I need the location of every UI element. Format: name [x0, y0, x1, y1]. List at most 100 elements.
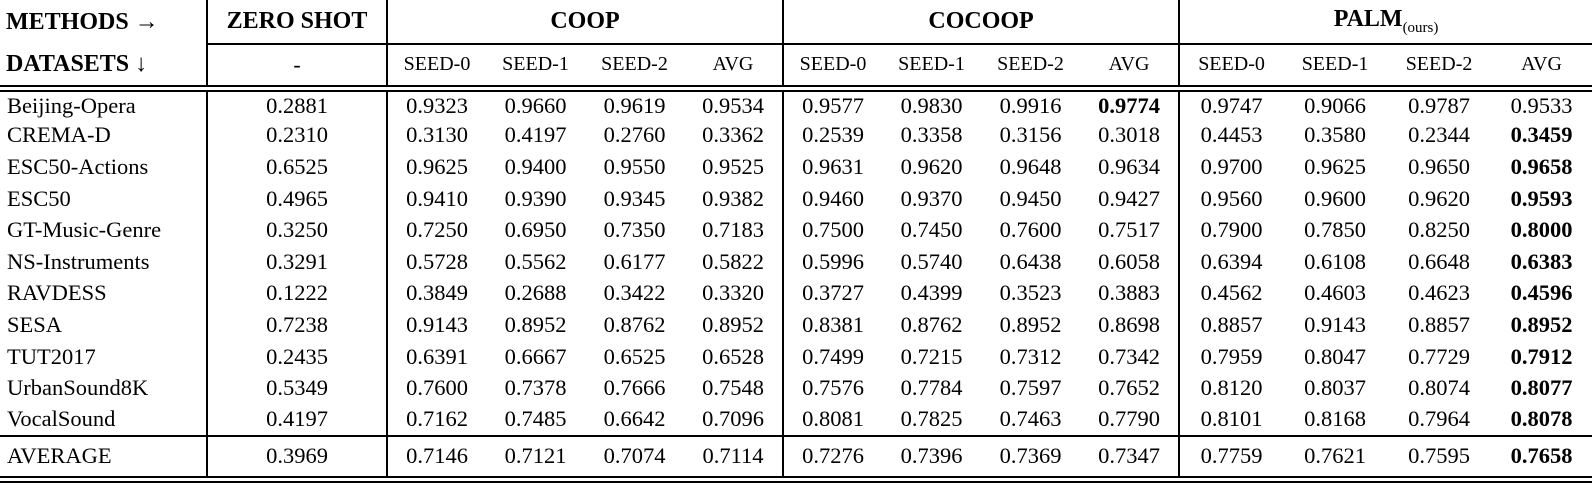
- coop-seed-2-value: 0.7074: [585, 434, 684, 484]
- palm-seed-0-header: SEED-0: [1179, 44, 1284, 92]
- coop-avg-value: 0.9525: [684, 151, 785, 183]
- palm-seed-2-value: 0.7964: [1408, 406, 1470, 432]
- dataset-name: NS-Instruments: [0, 245, 208, 278]
- table-row: SESA 0.7238 0.9143 0.8952 0.8762 0.8952 0.8381…: [0, 309, 1592, 341]
- palm-avg-value: 0.8077: [1510, 375, 1573, 401]
- cocoop-seed-0-value: 0.2539: [802, 122, 864, 148]
- palm-seed-1-value: 0.9625: [1304, 153, 1366, 179]
- palm-seed-0-value: 0.8120: [1200, 375, 1263, 401]
- cocoop-avg-value: 0.9634: [1080, 151, 1181, 183]
- zero-shot-value: 0.3250: [207, 214, 388, 246]
- cocoop-avg-value: 0.7517: [1080, 214, 1181, 246]
- table-row: Beijing-Opera 0.2881 0.9323 0.9660 0.9619 0.9…: [0, 88, 1592, 120]
- coop-seed-1-value: 0.7121: [486, 434, 585, 484]
- table-row: ESC50 0.4965 0.9410 0.9390 0.9345 0.9382 0.946…: [0, 182, 1592, 215]
- cocoop-group-header: COCOOP: [783, 0, 1181, 45]
- coop-seed-0-header: SEED-0: [387, 44, 486, 92]
- zero-shot-value: 0.6525: [207, 151, 388, 183]
- coop-seed-0-value: 0.7250: [406, 217, 468, 243]
- palm-seed-1-value: 0.9600: [1304, 185, 1366, 211]
- cocoop-seed-1-value: 0.7784: [900, 375, 963, 401]
- coop-seed-1-value: 0.2688: [504, 280, 567, 306]
- dataset-name: CREMA-D: [0, 119, 208, 152]
- table-row: NS-Instruments 0.3291 0.5728 0.5562 0.6177 0.…: [0, 245, 1592, 278]
- average-label: AVERAGE: [0, 434, 208, 484]
- palm-seed-2-value: 0.8074: [1408, 375, 1470, 401]
- cocoop-seed-2-value: 0.8952: [999, 311, 1062, 337]
- table-body: Beijing-Opera 0.2881 0.9323 0.9660 0.9619 0.9…: [0, 88, 1592, 484]
- coop-seed-2-value: 0.6177: [603, 248, 666, 274]
- cocoop-seed-2-value: 0.3523: [999, 280, 1062, 306]
- palm-avg-value: 0.8952: [1510, 311, 1573, 337]
- palm-seed-0-value: 0.4453: [1200, 122, 1263, 148]
- cocoop-seed-0-value: 0.8381: [802, 311, 864, 337]
- coop-seed-2-value: 0.9345: [603, 185, 666, 211]
- zero-shot-sub-header: -: [207, 44, 388, 92]
- table-row: RAVDESS 0.1222 0.3849 0.2688 0.3422 0.3320 0.3…: [0, 277, 1592, 310]
- cocoop-avg-value: 0.3018: [1080, 119, 1181, 152]
- cocoop-seed-1-value: 0.9830: [900, 92, 963, 118]
- palm-seed-0-value: 0.7759: [1179, 434, 1284, 484]
- cocoop-seed-2-value: 0.3156: [999, 122, 1062, 148]
- zero-shot-value: 0.5349: [207, 372, 388, 404]
- coop-seed-1-value: 0.8952: [504, 311, 567, 337]
- cocoop-seed-0-value: 0.9631: [802, 153, 864, 179]
- average-row: AVERAGE 0.3969 0.7146 0.7121 0.7074 0.7114 0.7…: [0, 434, 1592, 484]
- cocoop-seed-2-value: 0.7600: [999, 217, 1062, 243]
- coop-seed-0-value: 0.9143: [406, 311, 468, 337]
- cocoop-seed-1-value: 0.7825: [900, 406, 963, 432]
- coop-seed-1-value: 0.9390: [504, 185, 567, 211]
- coop-seed-2-value: 0.9619: [603, 92, 666, 118]
- palm-avg-value: 0.7912: [1510, 343, 1573, 369]
- palm-seed-2-value: 0.7729: [1408, 343, 1470, 369]
- coop-avg-value: 0.7183: [684, 214, 785, 246]
- palm-seed-0-value: 0.4562: [1200, 280, 1263, 306]
- palm-seed-0-value: 0.8101: [1200, 406, 1263, 432]
- coop-seed-1-value: 0.7378: [504, 375, 567, 401]
- palm-seed-0-value: 0.7900: [1200, 217, 1263, 243]
- cocoop-avg-value: 0.7790: [1080, 403, 1181, 436]
- palm-seed-1-value: 0.7850: [1304, 217, 1366, 243]
- zero-shot-value: 0.3969: [207, 434, 388, 484]
- coop-avg-value: 0.7114: [684, 434, 785, 484]
- coop-avg-value: 0.7548: [684, 372, 785, 404]
- coop-seed-2-value: 0.6525: [603, 343, 666, 369]
- cocoop-seed-2-value: 0.7463: [999, 406, 1062, 432]
- cocoop-seed-1-value: 0.5740: [900, 248, 963, 274]
- zero-shot-value: 0.4965: [207, 182, 388, 215]
- dataset-name: ESC50-Actions: [0, 151, 208, 183]
- cocoop-seed-0-value: 0.7500: [802, 217, 864, 243]
- cocoop-avg-value: 0.7342: [1080, 340, 1181, 373]
- coop-avg-value: 0.9382: [684, 182, 785, 215]
- results-table: METHODS → ZERO SHOT COOP COCOOP PALM(our…: [0, 0, 1592, 484]
- palm-seed-0-value: 0.7959: [1200, 343, 1263, 369]
- coop-seed-1-header: SEED-1: [486, 44, 585, 92]
- cocoop-seed-2-value: 0.7312: [999, 343, 1062, 369]
- cocoop-avg-header: AVG: [1080, 44, 1181, 92]
- palm-seed-1-value: 0.8037: [1304, 375, 1366, 401]
- palm-avg-value: 0.8000: [1510, 217, 1573, 243]
- palm-seed-2-value: 0.8250: [1408, 217, 1470, 243]
- coop-seed-1-value: 0.9400: [504, 153, 567, 179]
- palm-avg-value: 0.9533: [1510, 92, 1573, 118]
- coop-seed-2-value: 0.7350: [603, 217, 666, 243]
- cocoop-seed-2-value: 0.9648: [999, 153, 1062, 179]
- cocoop-avg-value: 0.3883: [1080, 277, 1181, 310]
- cocoop-seed-0-value: 0.5996: [802, 248, 864, 274]
- coop-seed-1-value: 0.7485: [504, 406, 567, 432]
- palm-avg-header: AVG: [1491, 44, 1592, 92]
- cocoop-avg-value: 0.9774: [1080, 88, 1181, 120]
- coop-seed-1-value: 0.4197: [504, 122, 567, 148]
- palm-avg-value: 0.3459: [1510, 122, 1573, 148]
- table-row: ESC50-Actions 0.6525 0.9625 0.9400 0.9550 0.9…: [0, 151, 1592, 183]
- cocoop-seed-2-value: 0.6438: [999, 248, 1062, 274]
- palm-seed-2-value: 0.9650: [1408, 153, 1470, 179]
- coop-seed-1-value: 0.6667: [504, 343, 567, 369]
- cocoop-seed-1-value: 0.7450: [900, 217, 963, 243]
- coop-seed-1-value: 0.6950: [504, 217, 567, 243]
- dataset-name: ESC50: [0, 182, 208, 215]
- coop-seed-0-value: 0.9323: [406, 92, 468, 118]
- palm-seed-2-header: SEED-2: [1387, 44, 1492, 92]
- palm-seed-1-value: 0.8047: [1304, 343, 1366, 369]
